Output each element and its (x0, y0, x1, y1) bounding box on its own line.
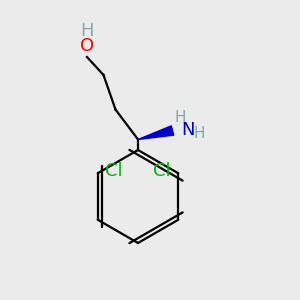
Text: Cl: Cl (105, 162, 123, 180)
Text: Cl: Cl (153, 162, 171, 180)
Text: H: H (175, 110, 186, 124)
Polygon shape (138, 126, 174, 140)
Text: O: O (80, 38, 94, 56)
Text: N: N (181, 121, 194, 139)
Text: H: H (194, 126, 205, 141)
Text: H: H (80, 22, 94, 40)
